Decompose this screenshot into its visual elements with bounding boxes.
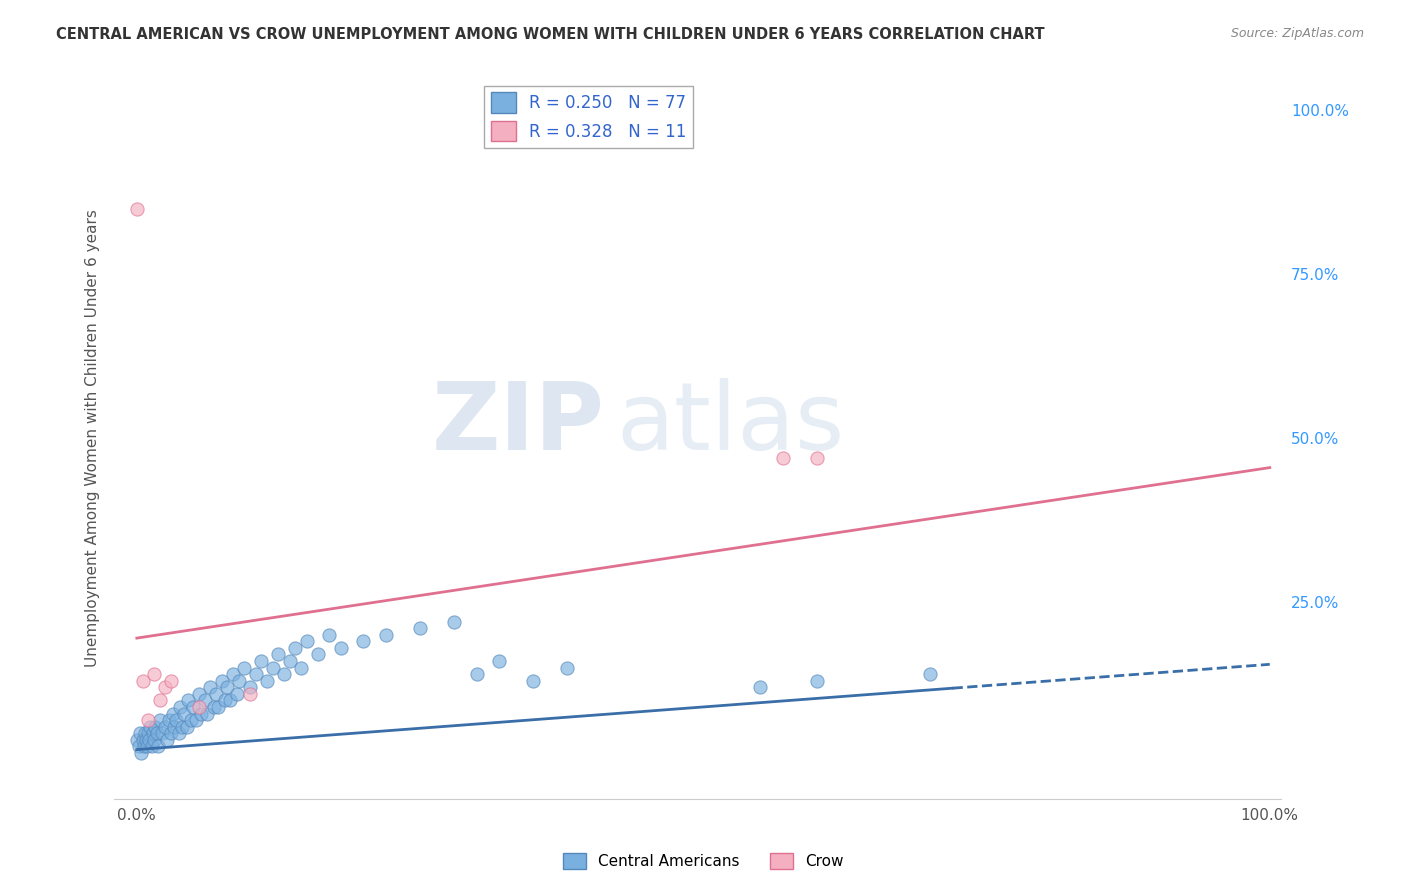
Point [218,693,240,707]
Point [239,687,262,701]
Point [180,713,202,727]
Point [184,713,207,727]
Point [278,654,301,668]
Point [352,634,374,648]
Point [200,680,222,694]
Point [205,687,228,701]
Point [166,713,188,727]
Point [290,660,312,674]
Point [136,739,159,754]
Point [169,700,191,714]
Point [176,720,198,734]
Point [160,673,183,688]
Point [806,673,828,688]
Point [443,615,465,629]
Point [135,732,157,747]
Point [522,673,544,688]
Point [267,648,290,662]
Point [162,706,184,721]
Point [262,660,284,674]
Point [245,667,267,681]
Point [273,667,295,681]
Point [465,667,488,681]
Point [167,726,190,740]
Point [233,660,256,674]
Point [329,640,352,655]
Point [239,680,262,694]
Point [142,732,165,747]
Point [217,680,239,694]
Point [222,667,245,681]
Point [207,700,229,714]
Point [772,450,794,465]
Point [318,628,340,642]
Point [188,687,211,701]
Point [307,648,329,662]
Point [488,654,510,668]
Point [136,726,159,740]
Point [142,726,165,740]
Point [128,739,150,754]
Point [153,720,176,734]
Text: atlas: atlas [616,377,844,470]
Point [177,693,200,707]
Point [194,693,217,707]
Point [749,680,772,694]
Point [188,700,211,714]
Point [225,687,247,701]
Point [134,726,156,740]
Point [131,732,153,747]
Point [250,654,273,668]
Legend: Central Americans, Crow: Central Americans, Crow [557,847,849,875]
Point [211,673,233,688]
Point [295,634,318,648]
Point [190,706,212,721]
Point [148,693,170,707]
Point [141,739,163,754]
Point [806,450,828,465]
Point [156,732,179,747]
Point [157,713,180,727]
Point [183,700,205,714]
Point [557,660,579,674]
Point [284,640,307,655]
Point [131,746,153,760]
Point [148,739,170,754]
Point [153,680,176,694]
Point [136,713,159,727]
Text: CENTRAL AMERICAN VS CROW UNEMPLOYMENT AMONG WOMEN WITH CHILDREN UNDER 6 YEARS CO: CENTRAL AMERICAN VS CROW UNEMPLOYMENT AM… [56,27,1045,42]
Point [195,706,218,721]
Text: Source: ZipAtlas.com: Source: ZipAtlas.com [1230,27,1364,40]
Point [131,673,153,688]
Point [148,713,170,727]
Legend: R = 0.250   N = 77, R = 0.328   N = 11: R = 0.250 N = 77, R = 0.328 N = 11 [484,86,693,148]
Point [143,720,166,734]
Point [202,700,225,714]
Point [125,202,148,216]
Point [160,726,183,740]
Point [172,720,194,734]
Point [125,732,148,747]
Point [132,739,155,754]
Point [173,706,195,721]
Text: ZIP: ZIP [432,377,605,470]
Y-axis label: Unemployment Among Women with Children Under 6 years: Unemployment Among Women with Children U… [86,209,100,667]
Point [150,726,173,740]
Point [129,726,152,740]
Point [409,621,432,635]
Point [142,667,165,681]
Point [139,720,162,734]
Point [214,693,236,707]
Point [163,720,186,734]
Point [256,673,278,688]
Point [138,732,160,747]
Point [375,628,398,642]
Point [146,726,169,740]
Point [918,667,941,681]
Point [228,673,250,688]
